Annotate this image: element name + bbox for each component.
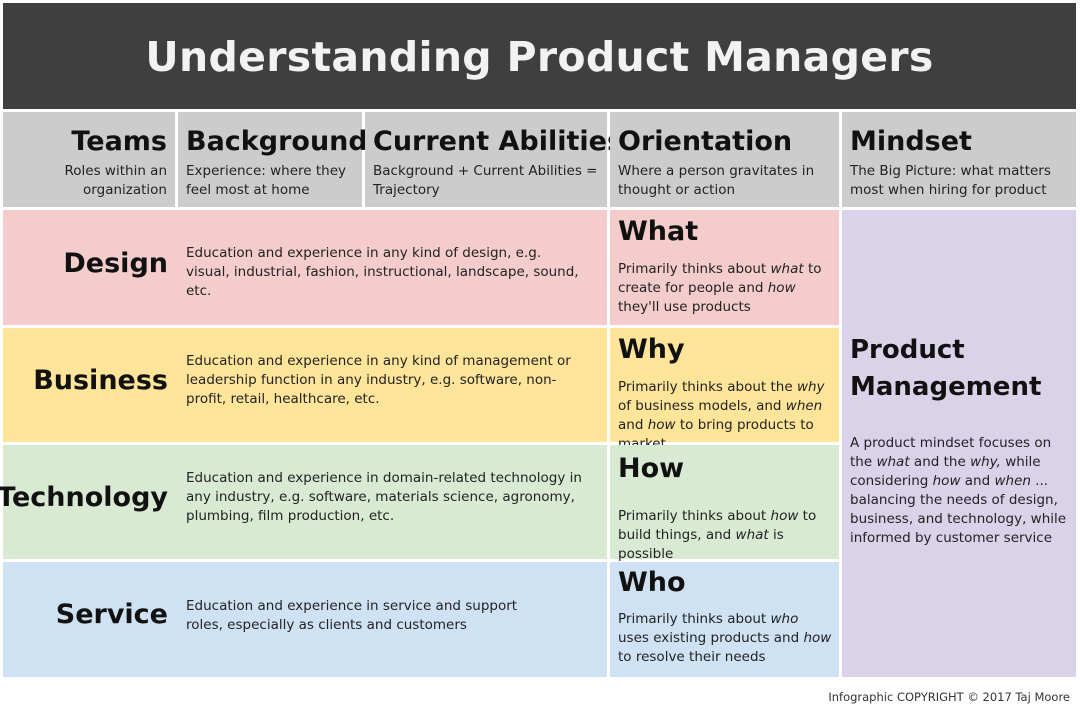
header-abilities-subtitle: Background + Current Abilities = Traject… <box>373 163 598 198</box>
copyright-notice: Infographic COPYRIGHT © 2017 Taj Moore <box>828 690 1070 704</box>
header-mindset-title: Mindset <box>850 126 972 157</box>
orientation-text-how: Primarily thinks about how to build thin… <box>618 508 817 562</box>
orientation-who: Who Primarily thinks about who uses exis… <box>610 562 839 677</box>
header-abilities: Current Abilities Background + Current A… <box>365 112 623 207</box>
team-label-business: Business <box>33 365 168 396</box>
header-background: Background Experience: where they feel m… <box>178 112 368 207</box>
orientation-text-who: Primarily thinks about who uses existing… <box>618 611 832 665</box>
header-teams: Teams Roles within an organization <box>3 112 175 207</box>
page-title: Understanding Product Managers <box>145 33 934 81</box>
background-service: Education and experience in service and … <box>186 598 518 633</box>
header-mindset: Mindset The Big Picture: what matters mo… <box>842 112 1076 207</box>
header-teams-subtitle: Roles within an organization <box>64 163 167 198</box>
header-background-title: Background <box>186 126 368 157</box>
header-mindset-subtitle: The Big Picture: what matters most when … <box>850 163 1051 198</box>
header-background-subtitle: Experience: where they feel most at home <box>186 163 347 198</box>
orientation-text-why: Primarily thinks about the why of busine… <box>618 379 825 452</box>
header-teams-title: Teams <box>71 126 167 157</box>
orientation-title-why: Why <box>618 334 685 365</box>
orientation-how: How Primarily thinks about how to build … <box>610 445 839 562</box>
mindset-title: Product Management <box>850 335 1042 402</box>
header-orientation-title: Orientation <box>618 126 793 157</box>
mindset-text: A product mindset focuses on the what an… <box>850 435 1067 546</box>
header-abilities-title: Current Abilities <box>373 126 624 157</box>
background-business: Education and experience in any kind of … <box>186 353 571 407</box>
orientation-what: What Primarily thinks about what to crea… <box>610 210 839 325</box>
header-orientation: Orientation Where a person gravitates in… <box>610 112 839 207</box>
title-bar: Understanding Product Managers <box>3 3 1076 109</box>
orientation-title-who: Who <box>618 567 686 598</box>
team-label-service: Service <box>55 599 168 630</box>
orientation-title-how: How <box>618 453 685 484</box>
background-technology: Education and experience in domain-relat… <box>186 470 582 524</box>
row-service: Service Education and experience in serv… <box>3 562 607 677</box>
orientation-title-what: What <box>618 216 699 247</box>
row-design: Design Education and experience in any k… <box>3 210 607 325</box>
header-orientation-subtitle: Where a person gravitates in thought or … <box>618 163 815 198</box>
mindset-panel: Product Management A product mindset foc… <box>842 210 1076 677</box>
background-design: Education and experience in any kind of … <box>186 245 579 299</box>
team-label-design: Design <box>63 248 168 279</box>
orientation-text-what: Primarily thinks about what to create fo… <box>618 261 822 315</box>
team-label-technology: Technology <box>0 482 168 513</box>
orientation-why: Why Primarily thinks about the why of bu… <box>610 328 839 452</box>
row-business: Business Education and experience in any… <box>3 328 607 442</box>
row-technology: Technology Education and experience in d… <box>0 445 607 559</box>
